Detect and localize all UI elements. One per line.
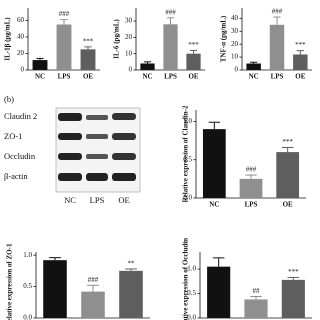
y-tick-label: 20 bbox=[125, 33, 133, 41]
bar bbox=[140, 63, 155, 70]
significance-label: *** bbox=[282, 138, 293, 146]
significance-label: ### bbox=[272, 8, 283, 16]
significance-label: *** bbox=[295, 41, 306, 49]
protein-label: ZO-1 bbox=[4, 131, 22, 141]
bar bbox=[43, 260, 67, 318]
significance-label: ### bbox=[165, 8, 176, 16]
bar bbox=[246, 63, 261, 70]
y-tick-label: 0 bbox=[129, 66, 133, 74]
x-tick-label: LPS bbox=[245, 201, 258, 209]
lane-label: OE bbox=[118, 195, 129, 205]
y-tick-label: 20 bbox=[231, 40, 239, 48]
bar bbox=[244, 299, 268, 318]
panel-label: (b) bbox=[4, 94, 14, 104]
bar bbox=[32, 60, 48, 70]
x-tick-label: LPS bbox=[271, 73, 284, 81]
y-tick-label: 40 bbox=[17, 33, 25, 41]
significance-label: ## bbox=[253, 287, 261, 295]
bar bbox=[202, 129, 226, 198]
x-tick-label: OE bbox=[283, 201, 293, 209]
y-tick-label: 30 bbox=[125, 17, 133, 25]
y-tick-label: 1.0 bbox=[183, 117, 192, 125]
protein-label: Claudin 2 bbox=[4, 111, 37, 121]
y-axis-label: IL-6 (pg/mL) bbox=[113, 19, 121, 59]
significance-label: ** bbox=[128, 260, 136, 268]
bar bbox=[80, 49, 96, 70]
y-tick-label: 0.5 bbox=[23, 282, 32, 290]
y-tick-label: 40 bbox=[231, 14, 239, 22]
bar bbox=[163, 24, 178, 71]
x-tick-label: OE bbox=[295, 73, 305, 81]
significance-label: ### bbox=[88, 276, 99, 284]
significance-label: ### bbox=[59, 10, 70, 18]
significance-label: ### bbox=[246, 166, 257, 174]
x-tick-label: NC bbox=[142, 73, 152, 81]
bar bbox=[276, 152, 300, 198]
y-tick-label: 10 bbox=[231, 53, 239, 61]
lane-label: NC bbox=[64, 195, 76, 205]
y-axis-label: Relative expression of Occludin bbox=[182, 238, 190, 320]
lane-label: LPS bbox=[90, 195, 105, 205]
bar bbox=[281, 279, 305, 318]
x-tick-label: OE bbox=[188, 73, 198, 81]
bar bbox=[119, 270, 143, 318]
bar bbox=[239, 178, 263, 198]
bar bbox=[81, 291, 105, 318]
blot-bands bbox=[55, 107, 141, 193]
y-tick-label: 60 bbox=[17, 16, 25, 24]
y-axis-label: Relative expression of Claudin-2 bbox=[182, 105, 190, 202]
y-tick-label: 30 bbox=[231, 27, 239, 35]
protein-label: Occludin bbox=[4, 151, 36, 161]
bar bbox=[56, 24, 72, 70]
y-tick-label: 10 bbox=[125, 49, 133, 57]
y-axis-label: Relative expression of ZO-1 bbox=[6, 243, 14, 320]
significance-label: *** bbox=[288, 268, 299, 276]
significance-label: *** bbox=[83, 37, 94, 45]
bar bbox=[186, 53, 201, 70]
y-tick-label: 0.0 bbox=[23, 314, 32, 320]
protein-label: β-actin bbox=[4, 171, 28, 181]
y-tick-label: 0.0 bbox=[183, 194, 192, 202]
x-tick-label: LPS bbox=[164, 73, 177, 81]
y-tick-label: 20 bbox=[17, 49, 25, 57]
y-axis-label: IL-1β (pg/mL) bbox=[4, 17, 12, 61]
bar bbox=[207, 266, 231, 318]
bar bbox=[269, 24, 285, 71]
y-tick-label: 1.0 bbox=[187, 265, 196, 273]
y-tick-label: 0.5 bbox=[187, 289, 196, 297]
y-tick-label: 0.0 bbox=[187, 314, 196, 320]
bar bbox=[293, 54, 308, 70]
x-tick-label: LPS bbox=[58, 73, 71, 81]
x-tick-label: NC bbox=[249, 73, 259, 81]
x-tick-label: OE bbox=[83, 73, 93, 81]
y-tick-label: 1.0 bbox=[23, 251, 32, 259]
y-axis-label: TNF-α (pg/mL) bbox=[220, 15, 228, 62]
x-tick-label: NC bbox=[209, 201, 219, 209]
significance-label: *** bbox=[188, 41, 199, 49]
y-tick-label: 0 bbox=[235, 66, 239, 74]
x-tick-label: NC bbox=[35, 73, 45, 81]
y-tick-label: 0 bbox=[21, 66, 25, 74]
y-tick-label: 0.5 bbox=[183, 155, 192, 163]
